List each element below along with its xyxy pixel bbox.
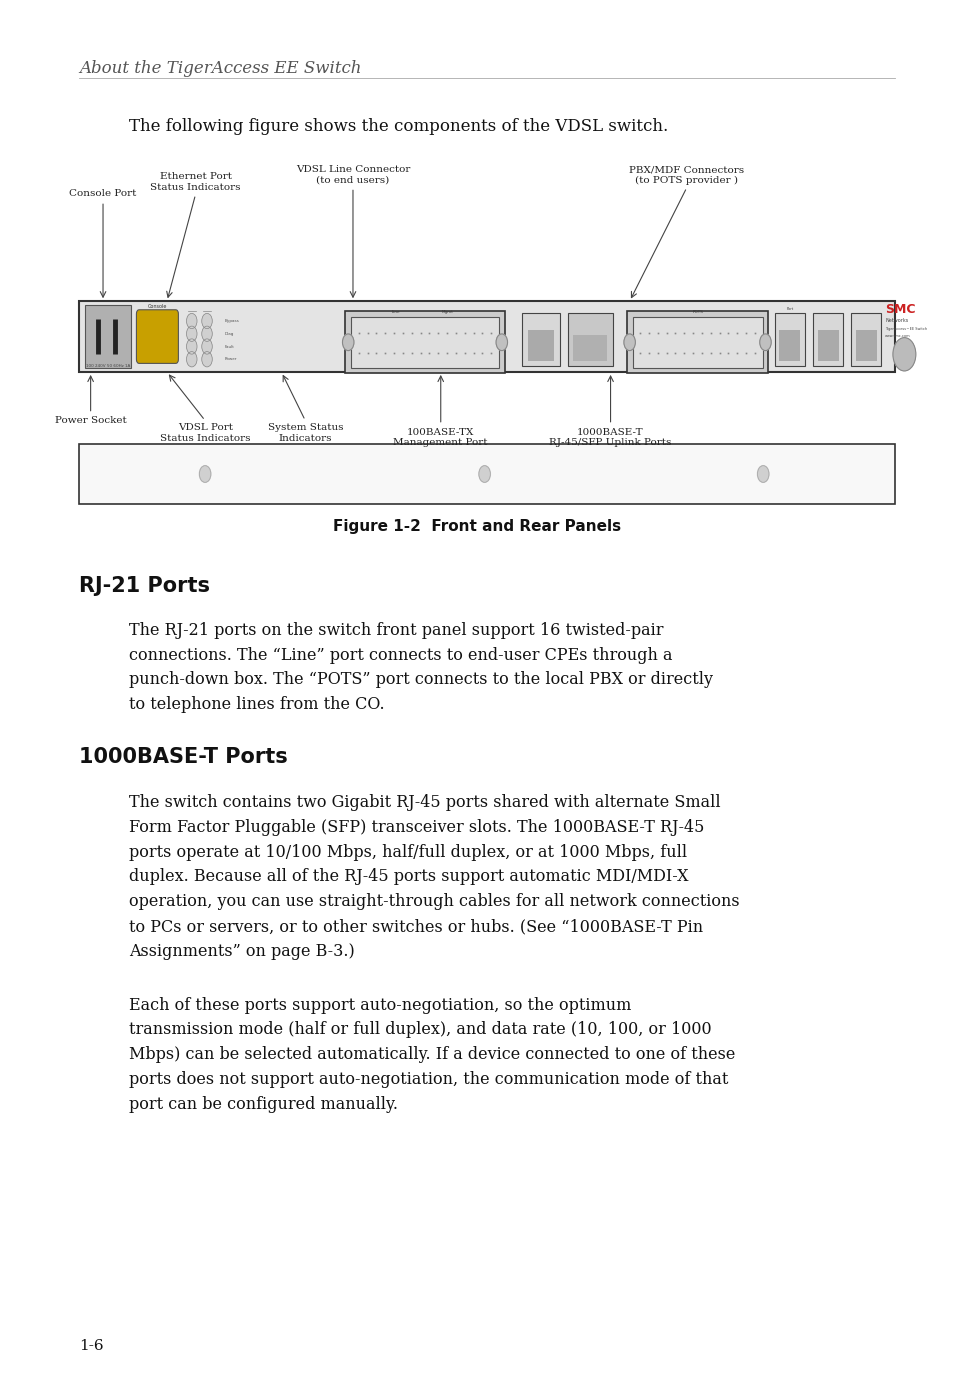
Text: RJ-21 Ports: RJ-21 Ports — [79, 576, 210, 595]
FancyBboxPatch shape — [850, 312, 881, 366]
Text: Diag: Diag — [224, 332, 233, 336]
Text: 1000BASE-T Ports: 1000BASE-T Ports — [79, 747, 288, 766]
Text: 100BASE-TX
Management Port: 100BASE-TX Management Port — [393, 428, 488, 447]
Text: www.smc.com: www.smc.com — [884, 335, 910, 339]
Circle shape — [187, 339, 196, 354]
FancyBboxPatch shape — [626, 311, 767, 373]
Text: Port: Port — [785, 307, 793, 311]
Circle shape — [478, 465, 490, 483]
Circle shape — [202, 339, 212, 354]
Text: TigerAccess™EE Switch: TigerAccess™EE Switch — [884, 328, 926, 332]
FancyBboxPatch shape — [136, 310, 178, 364]
Text: Console: Console — [148, 304, 167, 308]
FancyBboxPatch shape — [79, 444, 894, 504]
Text: Each of these ports support auto-negotiation, so the optimum
transmission mode (: Each of these ports support auto-negotia… — [129, 997, 735, 1113]
FancyBboxPatch shape — [812, 312, 842, 366]
Text: Networks: Networks — [884, 318, 907, 323]
FancyBboxPatch shape — [567, 312, 613, 366]
FancyBboxPatch shape — [351, 316, 498, 368]
FancyBboxPatch shape — [774, 312, 804, 366]
Text: System Status
Indicators: System Status Indicators — [267, 423, 343, 443]
Circle shape — [187, 326, 196, 341]
Text: VDSL Port
Status Indicators: VDSL Port Status Indicators — [160, 423, 250, 443]
Text: PBX/MDF Connectors
(to POTS provider ): PBX/MDF Connectors (to POTS provider ) — [629, 165, 743, 185]
Text: Figure 1-2  Front and Rear Panels: Figure 1-2 Front and Rear Panels — [333, 519, 620, 534]
FancyBboxPatch shape — [779, 330, 800, 361]
FancyBboxPatch shape — [79, 301, 894, 372]
Circle shape — [202, 314, 212, 329]
Text: The following figure shows the components of the VDSL switch.: The following figure shows the component… — [129, 118, 667, 135]
Text: The switch contains two Gigabit RJ-45 ports shared with alternate Small
Form Fac: The switch contains two Gigabit RJ-45 po… — [129, 794, 739, 959]
Circle shape — [757, 465, 768, 483]
FancyBboxPatch shape — [345, 311, 504, 373]
Text: 1-6: 1-6 — [79, 1339, 104, 1353]
Circle shape — [202, 351, 212, 366]
FancyBboxPatch shape — [573, 336, 607, 361]
Circle shape — [187, 314, 196, 329]
Text: POTS: POTS — [692, 310, 702, 314]
Circle shape — [199, 465, 211, 483]
FancyBboxPatch shape — [521, 312, 559, 366]
Text: The RJ-21 ports on the switch front panel support 16 twisted-pair
connections. T: The RJ-21 ports on the switch front pane… — [129, 622, 712, 713]
Text: VDSL Line Connector
(to end users): VDSL Line Connector (to end users) — [295, 165, 410, 185]
FancyBboxPatch shape — [817, 330, 838, 361]
Text: Fault: Fault — [224, 344, 233, 348]
FancyBboxPatch shape — [527, 330, 554, 361]
Text: SMC: SMC — [884, 303, 915, 316]
Text: Mgmt: Mgmt — [441, 310, 453, 314]
Circle shape — [496, 335, 507, 351]
FancyBboxPatch shape — [85, 305, 131, 368]
Circle shape — [623, 335, 635, 351]
FancyBboxPatch shape — [855, 330, 876, 361]
Circle shape — [187, 351, 196, 366]
FancyBboxPatch shape — [632, 316, 761, 368]
Text: Line: Line — [391, 310, 399, 314]
Text: Power Socket: Power Socket — [54, 416, 127, 425]
Text: About the TigerAccess EE Switch: About the TigerAccess EE Switch — [79, 60, 361, 76]
Circle shape — [202, 326, 212, 341]
Text: Ethernet Port
Status Indicators: Ethernet Port Status Indicators — [151, 172, 240, 192]
Text: 100 240V 50 60Hz 1A: 100 240V 50 60Hz 1A — [86, 364, 130, 368]
Circle shape — [892, 337, 915, 371]
Text: Power: Power — [224, 357, 236, 361]
Text: Console Port: Console Port — [70, 190, 136, 198]
Circle shape — [342, 335, 354, 351]
Text: Bypass: Bypass — [224, 319, 238, 323]
Circle shape — [759, 335, 770, 351]
Text: 1000BASE-T
RJ-45/SFP Uplink Ports: 1000BASE-T RJ-45/SFP Uplink Ports — [549, 428, 671, 447]
